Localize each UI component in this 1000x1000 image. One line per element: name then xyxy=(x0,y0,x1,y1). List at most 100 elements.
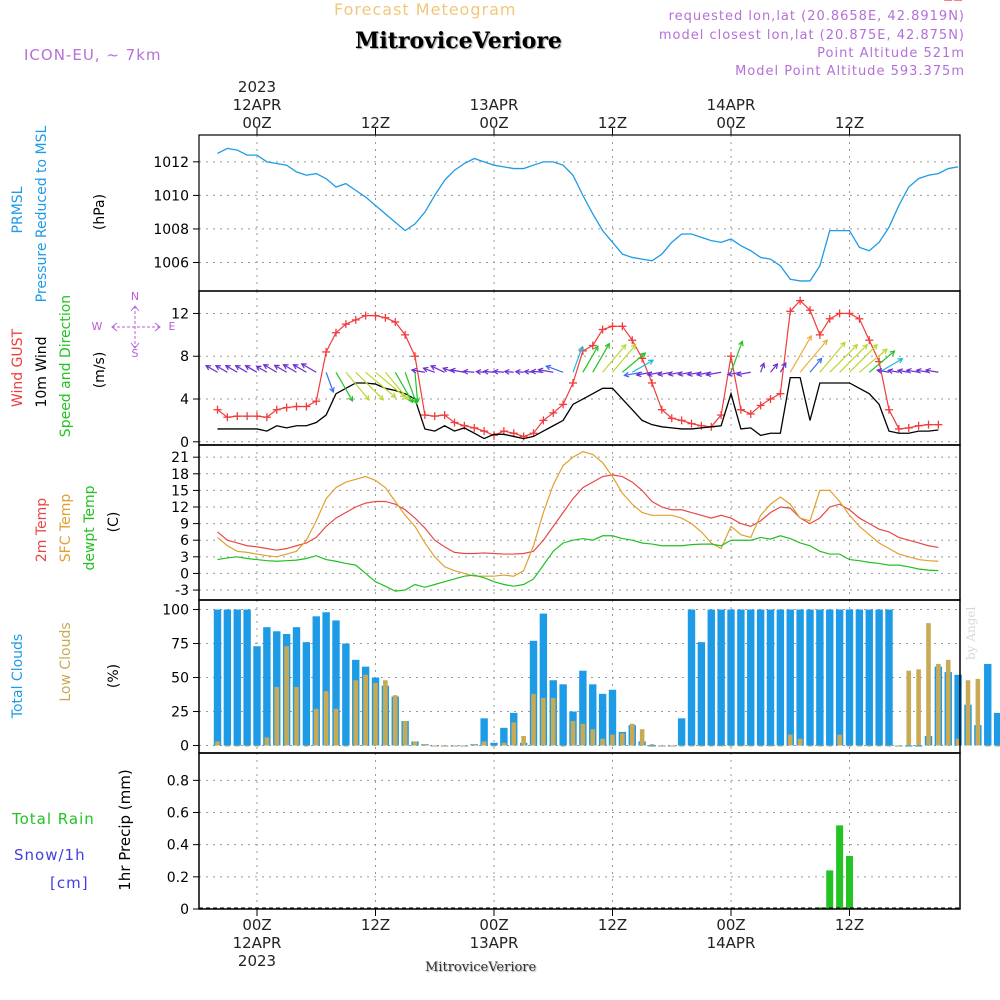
wind-arrow xyxy=(394,371,414,403)
total-cloud-bar xyxy=(776,609,785,746)
top-time-label: 12Z xyxy=(598,114,627,132)
wind-arrow xyxy=(706,371,722,376)
rain-bar xyxy=(846,855,853,909)
wind-arrow xyxy=(839,344,868,373)
low-cloud-bar xyxy=(550,697,556,746)
wind-arrow xyxy=(789,335,812,373)
ytick-label-precipitation: 0.6 xyxy=(167,806,189,822)
series-sfc-temp xyxy=(217,450,939,577)
wind-arrow-head xyxy=(620,343,627,350)
low-cloud-bar xyxy=(471,744,477,746)
wind-arrow-head xyxy=(816,357,823,364)
total-cloud-bar xyxy=(737,609,745,746)
wind-arrow xyxy=(215,365,228,373)
wind-arrow xyxy=(819,342,846,373)
wind-arrow-head xyxy=(244,365,251,371)
wind-arrow-head xyxy=(635,371,642,378)
wind-arrow xyxy=(868,350,895,373)
low-cloud-bar xyxy=(985,745,991,747)
bottom-time-label: 12APR xyxy=(233,934,282,952)
wind-arrow-head xyxy=(449,367,456,374)
low-cloud-bar xyxy=(491,745,497,747)
ytick-label-wind: 12 xyxy=(171,306,189,322)
meteogram-subtitle: Forecast Meteogram xyxy=(334,0,517,19)
total-cloud-bar xyxy=(885,609,893,746)
wind-arrow-head xyxy=(537,367,544,374)
total-cloud-bar xyxy=(707,609,715,746)
total-cloud-bar xyxy=(993,712,1000,746)
wind-arrow xyxy=(301,363,317,373)
compass-w-arrow xyxy=(111,322,118,332)
wind-arrow-head xyxy=(924,367,931,374)
total-cloud-bar xyxy=(539,613,548,746)
ytick-label-temperature: 9 xyxy=(180,517,189,533)
low-cloud-bar xyxy=(689,745,694,747)
ytick-label-clouds: 100 xyxy=(162,603,189,619)
wind-arrow-head xyxy=(840,341,846,348)
wind-arrow xyxy=(205,365,218,373)
series-wind-gust xyxy=(217,299,939,438)
low-cloud-bar xyxy=(560,745,566,747)
wind-arrow-head xyxy=(410,367,417,374)
low-cloud-bar xyxy=(738,745,744,747)
series-pressure xyxy=(217,147,959,282)
wind-arrow xyxy=(727,371,741,376)
low-cloud-bar xyxy=(906,670,912,746)
ytick-label-pressure: 1008 xyxy=(153,222,189,238)
wind-arrow-head xyxy=(656,371,664,377)
wind-arrow xyxy=(538,369,554,373)
series-dewpoint xyxy=(217,535,939,592)
total-cloud-bar xyxy=(648,745,656,747)
low-cloud-bar xyxy=(936,663,941,746)
wind-arrow xyxy=(799,339,828,373)
wind-arrow-head xyxy=(234,365,241,371)
wind-arrow-head xyxy=(262,364,269,370)
wind-arrow-head xyxy=(408,397,414,404)
total-cloud-bar xyxy=(747,609,755,746)
total-cloud-bar xyxy=(687,609,696,746)
low-cloud-bar xyxy=(244,745,250,747)
closest-coords: model closest lon,lat (20.875E, 42.875N) xyxy=(658,28,965,43)
top-time-label: 14APR xyxy=(707,96,756,114)
rain-bar xyxy=(836,825,844,909)
wind-arrow xyxy=(906,369,919,373)
label-hpa: (hPa) xyxy=(92,194,108,230)
wind-arrow-head xyxy=(705,371,712,378)
series-t2m xyxy=(217,474,939,555)
wind-arrow-head xyxy=(630,343,637,350)
low-clouds-bars xyxy=(215,623,1000,747)
wind-arrow-head xyxy=(422,366,429,373)
total-cloud-bar xyxy=(835,609,844,746)
wind-arrow-head xyxy=(667,370,674,377)
panel-frame xyxy=(198,134,961,292)
total-cloud-bar xyxy=(717,609,725,746)
ytick-label-wind: 8 xyxy=(180,349,189,365)
total-cloud-bar xyxy=(332,620,340,746)
label-total-rain: Total Rain xyxy=(11,810,95,828)
wind-arrow xyxy=(235,365,248,373)
ytick-label-temperature: -3 xyxy=(175,583,189,599)
wind-arrow xyxy=(647,371,662,376)
total-cloud-bar xyxy=(322,612,330,746)
wind-arrow-head xyxy=(378,394,385,401)
total-cloud-bar xyxy=(756,609,765,746)
wind-arrow xyxy=(345,371,370,401)
wind-arrow-head xyxy=(329,386,335,394)
wind-arrow xyxy=(737,371,751,376)
location-title: MitroviceVeriore xyxy=(355,28,562,54)
wind-arrow xyxy=(483,370,495,373)
label-2m-temp: 2m Temp xyxy=(34,498,50,562)
total-cloud-bar xyxy=(954,674,962,746)
panel-frame xyxy=(198,444,961,601)
label-celsius: (C) xyxy=(106,512,122,533)
bottom-time-label: 14APR xyxy=(707,934,756,952)
bottom-time-label: 13APR xyxy=(470,934,519,952)
wind-arrow xyxy=(384,371,409,401)
total-cloud-bar xyxy=(233,609,241,746)
wind-arrow-head xyxy=(292,364,299,370)
low-cloud-bar xyxy=(274,687,280,746)
low-cloud-bar xyxy=(787,734,793,746)
total-cloud-bar xyxy=(914,745,923,747)
label-dewpt-temp: dewpt Temp xyxy=(82,485,98,570)
